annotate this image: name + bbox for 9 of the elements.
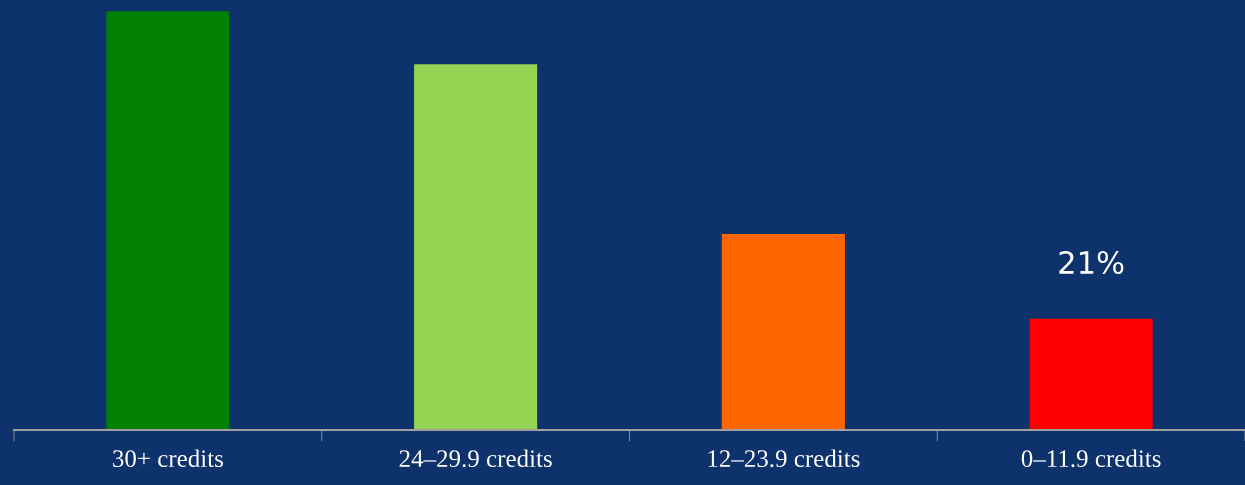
bar bbox=[106, 11, 230, 430]
x-tick-label: 30+ credits bbox=[113, 449, 223, 468]
x-tick-label: 0–11.9 credits bbox=[1021, 449, 1161, 468]
x-tick-label: 12–23.9 credits bbox=[708, 449, 860, 468]
bar bbox=[414, 64, 538, 430]
bar bbox=[721, 233, 845, 430]
bar bbox=[1029, 318, 1153, 430]
data-label: 21% bbox=[1059, 250, 1124, 275]
x-tick-label: 24–29.9 credits bbox=[399, 449, 552, 468]
